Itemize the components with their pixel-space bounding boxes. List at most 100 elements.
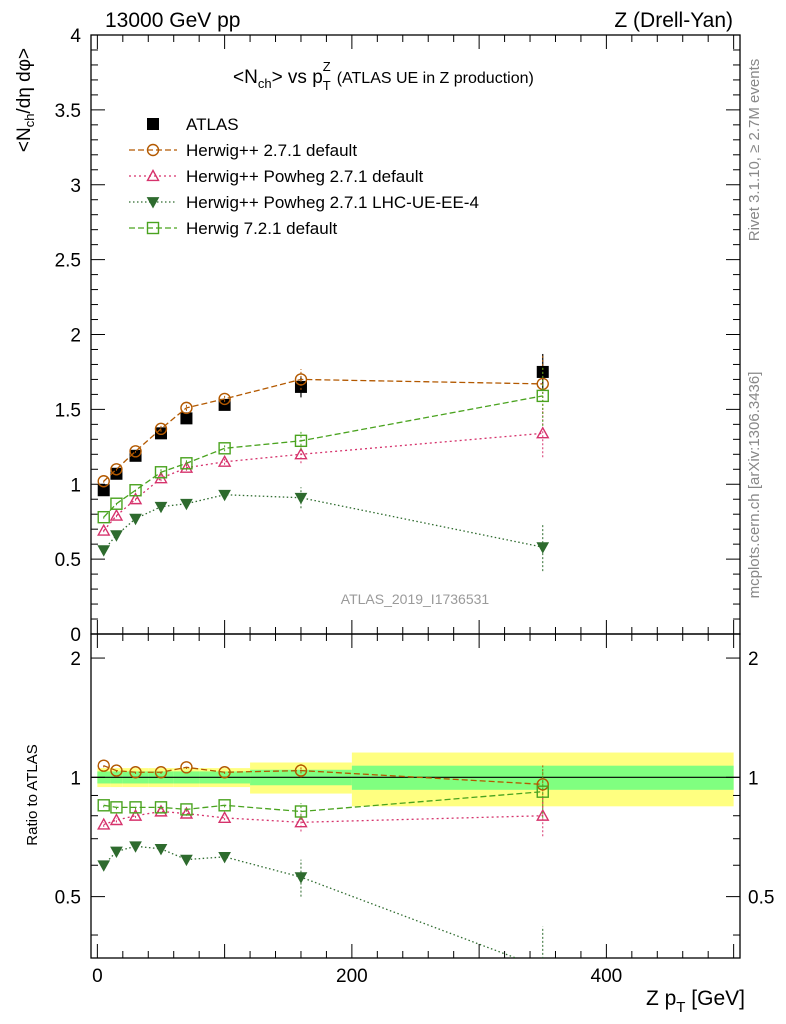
legend-label: Herwig++ Powheg 2.7.1 LHC-UE-EE-4: [186, 193, 479, 212]
ratio-point: [97, 817, 111, 830]
top-y-tick-label: 0: [70, 625, 81, 646]
series-point: [97, 475, 110, 488]
header-right-label: Z (Drell-Yan): [614, 9, 733, 32]
rivet-version-label: Rivet 3.1.10, ≥ 2.7M events: [746, 59, 763, 242]
ratio-point: [536, 808, 550, 821]
ratio-point: [97, 759, 110, 772]
ratio-y-tick-label: 0.5: [55, 888, 81, 909]
ratio-y-tick-label: 2: [70, 649, 81, 670]
top-y-tick-label: 3.5: [55, 101, 81, 122]
ratio-point: [180, 761, 193, 774]
series-point: [180, 498, 193, 511]
header-left-label: 13000 GeV pp: [105, 9, 240, 32]
title-sub: (ATLAS UE in Z production): [337, 70, 534, 87]
ratio-series-line: [103, 810, 543, 826]
series-point: [217, 454, 232, 467]
ratio-point: [154, 801, 168, 814]
ratio-panel: 0 200 400 0.5 0.5 1 1 2 2: [55, 633, 774, 987]
series-point: [128, 492, 143, 505]
top-y-tick-label: 2: [70, 326, 81, 347]
top-y-tick-label: 1.5: [55, 400, 81, 421]
data-point: [97, 484, 110, 497]
ratio-series-group: [97, 759, 550, 974]
bottom-y-axis-label: Ratio to ATLAS: [24, 744, 41, 845]
series-point: [218, 392, 231, 406]
title-mid: > vs p: [272, 67, 323, 88]
x-tick-label: 200: [336, 966, 368, 987]
series-point: [294, 373, 308, 386]
ratio-frame: [90, 633, 741, 959]
series-point: [536, 389, 549, 403]
x-tick-label: 0: [92, 966, 103, 987]
analysis-watermark: ATLAS_2019_I1736531: [341, 591, 490, 607]
series-point: [97, 523, 111, 536]
ratio-point: [537, 964, 548, 974]
series-line: [103, 378, 543, 482]
top-y-tick-label: 0.5: [55, 550, 81, 571]
series-point: [180, 457, 193, 470]
ratio-point: [180, 803, 193, 816]
legend-marker: [146, 169, 160, 182]
series-point: [218, 442, 231, 455]
ratio-y-tick-label: 1: [70, 768, 81, 789]
ratio-point: [218, 799, 231, 812]
ratio-y-tick-label-right: 0.5: [748, 888, 774, 909]
series-point: [294, 447, 308, 460]
series-point: [154, 466, 168, 479]
series-point: [110, 497, 123, 510]
series-point: [97, 510, 110, 524]
series-point: [179, 460, 194, 473]
ratio-point: [217, 810, 232, 824]
ratio-y-tick-label-right: 1: [748, 768, 759, 789]
series-point: [154, 422, 168, 436]
ratio-y-tick-label-right: 2: [748, 649, 759, 670]
ratio-point: [154, 766, 168, 779]
series-point: [180, 401, 193, 415]
series-point: [110, 530, 123, 542]
top-y-tick-label: 1: [70, 475, 81, 496]
top-y-axis-label: <Nch/dη dφ>: [14, 48, 37, 152]
ratio-point: [110, 846, 123, 858]
ratio-point: [218, 851, 231, 864]
legend: ATLAS Herwig++ 2.7.1 default Herwig++ Powh…: [129, 115, 479, 238]
ratio-point: [129, 841, 142, 853]
legend-marker: [146, 143, 160, 157]
title-ch: ch: [258, 76, 272, 91]
ratio-point: [154, 804, 168, 817]
legend-marker: [147, 118, 159, 130]
top-y-tick-label: 4: [70, 26, 81, 47]
x-axis-label: Z pT [GeV]: [646, 987, 745, 1016]
ratio-series-line: [103, 845, 518, 958]
series-point: [536, 542, 550, 554]
ratio-point: [294, 764, 308, 777]
ratio-series-line: [103, 791, 543, 813]
ratio-point: [110, 801, 123, 814]
ratio-point: [180, 854, 193, 867]
ratio-point: [294, 805, 308, 818]
ratio-point: [218, 766, 231, 779]
series-line: [103, 432, 543, 532]
ratio-point: [129, 766, 142, 779]
ratio-point: [154, 843, 168, 856]
series-line: [103, 494, 543, 551]
legend-label: Herwig++ 2.7.1 default: [186, 141, 357, 160]
series-point: [129, 445, 142, 458]
ratio-point: [294, 815, 308, 828]
series-point: [129, 513, 142, 526]
ratio-point: [97, 860, 111, 872]
ratio-point: [128, 808, 143, 821]
series-point: [97, 545, 111, 557]
top-y-tick-label: 3: [70, 176, 81, 197]
ratio-point: [110, 764, 123, 777]
series-point: [129, 484, 142, 497]
series-point: [154, 501, 168, 514]
mcplots-label: mcplots.cern.ch [arXiv:1306.3436]: [746, 372, 763, 599]
main-title: <Nch> vs pTZ (ATLAS UE in Z production): [233, 59, 534, 93]
ratio-point: [109, 813, 124, 826]
top-y-tick-label: 2.5: [55, 251, 81, 272]
series-point: [110, 463, 123, 476]
series-point: [109, 508, 124, 521]
ratio-point: [179, 806, 194, 819]
ratio-point: [129, 801, 142, 814]
data-point: [180, 412, 193, 425]
